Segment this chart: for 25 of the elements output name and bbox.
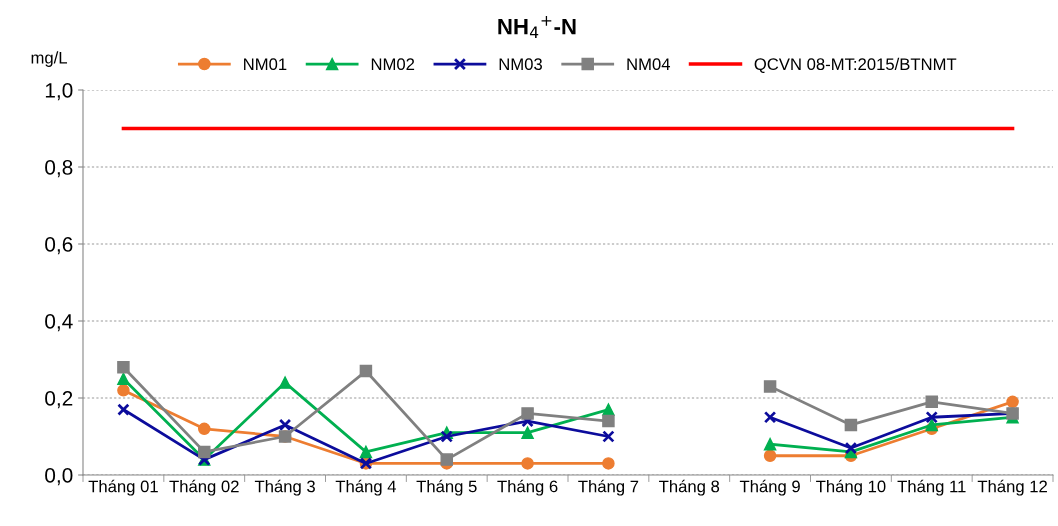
legend-label: NM02 — [371, 58, 415, 71]
legend-label: NM03 — [499, 58, 542, 71]
y-tick-label: 0,8 — [45, 160, 73, 178]
legend-label: QCVN 08-MT:2015/BTNMT — [754, 57, 957, 74]
y-axis-title: mg/L — [31, 51, 68, 67]
legend-label: NM04 — [627, 58, 671, 71]
x-tick-label: Tháng 3 — [254, 479, 315, 496]
x-tick-label: Tháng 5 — [416, 479, 477, 496]
y-tick-label: 0,0 — [45, 468, 73, 486]
x-tick-label: Tháng 10 — [816, 479, 886, 496]
x-tick-label: Tháng 02 — [169, 479, 239, 496]
x-tick-label: Tháng 01 — [88, 479, 158, 496]
chart-title: NH$_{4}$$^{+}$-N — [498, 16, 576, 38]
x-tick-label: Tháng 4 — [335, 479, 397, 496]
x-tick-label: Tháng 9 — [739, 479, 800, 496]
x-tick-label: Tháng 7 — [578, 479, 639, 496]
y-tick-label: 1,0 — [45, 83, 73, 101]
x-tick-label: Tháng 11 — [897, 479, 966, 496]
x-tick-label: Tháng 12 — [977, 479, 1047, 496]
y-tick-label: 0,2 — [45, 391, 73, 409]
legend-label: NM01 — [244, 58, 287, 71]
y-tick-label: 0,6 — [45, 237, 73, 255]
x-tick-label: Tháng 8 — [659, 479, 720, 496]
y-tick-label: 0,4 — [45, 314, 73, 332]
x-tick-label: Tháng 6 — [497, 479, 558, 496]
